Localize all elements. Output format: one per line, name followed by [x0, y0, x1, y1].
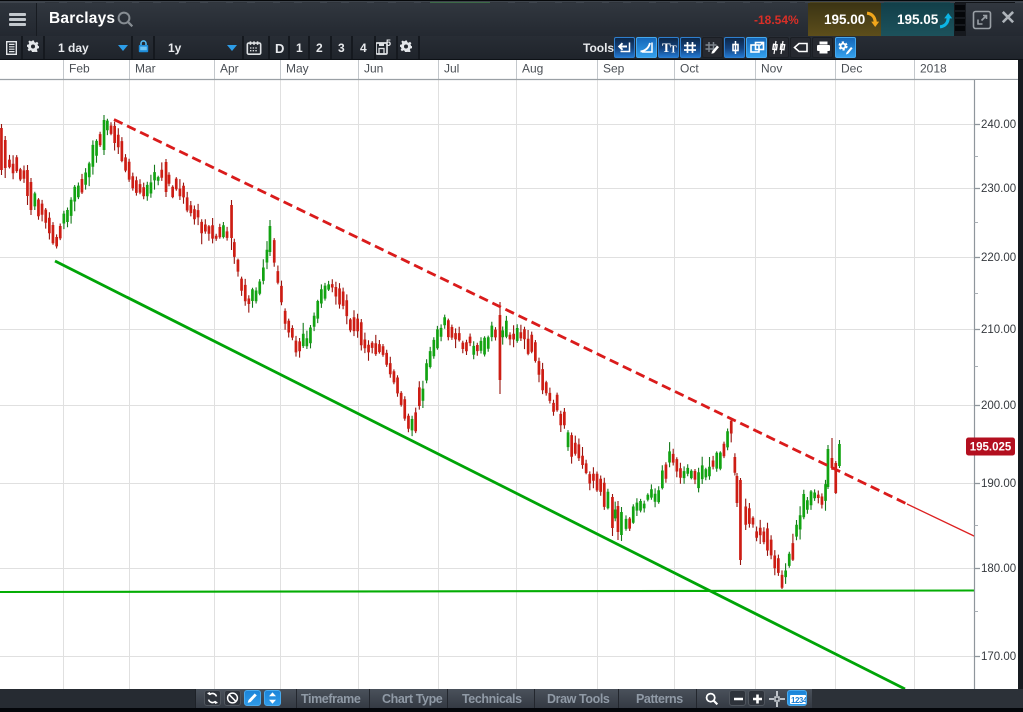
svg-text:Aug: Aug: [522, 62, 543, 76]
svg-text:Dec: Dec: [841, 62, 862, 76]
svg-text:195.025: 195.025: [970, 442, 1012, 454]
svg-text:170.00: 170.00: [981, 651, 1016, 663]
svg-text:Jun: Jun: [364, 62, 383, 76]
svg-text:Oct: Oct: [680, 62, 699, 76]
svg-text:190.00: 190.00: [981, 478, 1016, 490]
svg-text:230.00: 230.00: [981, 183, 1016, 195]
svg-text:T: T: [670, 45, 677, 56]
svg-text:Jul: Jul: [444, 62, 459, 76]
svg-text:Apr: Apr: [220, 62, 239, 76]
svg-text:Nov: Nov: [761, 62, 782, 76]
svg-text:Sep: Sep: [603, 62, 625, 76]
svg-text:Mar: Mar: [135, 62, 156, 76]
svg-text:T: T: [662, 40, 671, 55]
svg-text:2018: 2018: [920, 62, 947, 76]
svg-text:220.00: 220.00: [981, 252, 1016, 264]
svg-text:May: May: [286, 62, 309, 76]
svg-text:200.00: 200.00: [981, 400, 1016, 412]
svg-text:240.00: 240.00: [981, 119, 1016, 131]
svg-text:180.00: 180.00: [981, 563, 1016, 575]
svg-text:Feb: Feb: [69, 62, 90, 76]
svg-text:210.00: 210.00: [981, 324, 1016, 336]
